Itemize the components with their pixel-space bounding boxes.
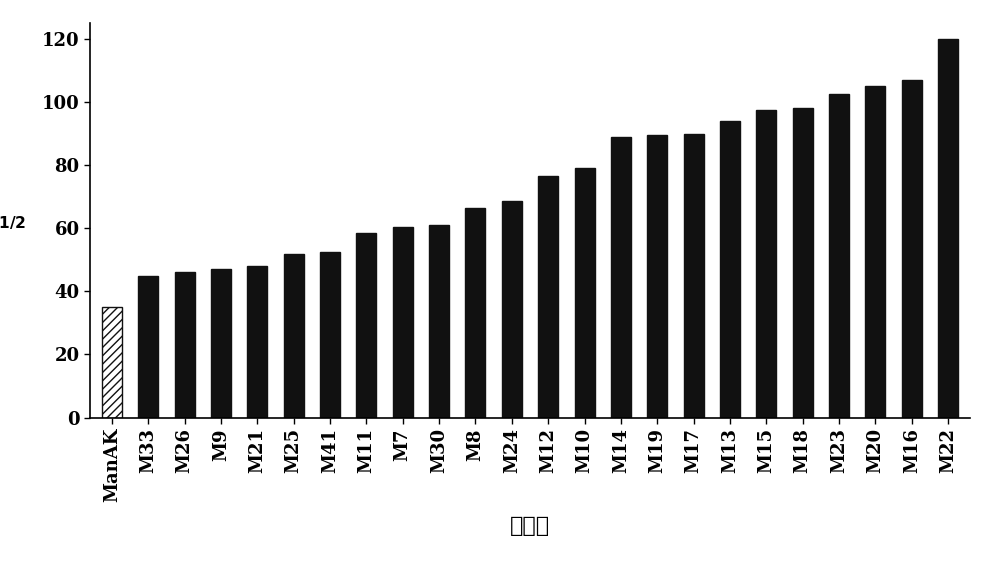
Bar — [356, 233, 376, 418]
Bar — [865, 86, 885, 418]
Bar — [938, 39, 958, 418]
Bar — [284, 253, 304, 418]
Bar — [538, 176, 558, 418]
Bar — [902, 80, 922, 418]
Bar — [611, 137, 631, 418]
Bar — [393, 227, 413, 418]
Bar — [793, 108, 813, 418]
Bar — [138, 276, 158, 418]
Bar — [320, 252, 340, 418]
Bar — [647, 135, 667, 418]
Bar — [829, 94, 849, 418]
Bar — [175, 273, 195, 418]
Bar — [247, 266, 267, 418]
Bar — [502, 201, 522, 418]
Bar — [211, 269, 231, 418]
Bar — [102, 307, 122, 418]
Bar — [684, 133, 704, 418]
X-axis label: 突变体: 突变体 — [510, 516, 550, 537]
Bar — [720, 121, 740, 418]
Bar — [575, 168, 595, 418]
Bar — [429, 225, 449, 418]
Bar — [756, 110, 776, 418]
Bar — [465, 208, 485, 418]
Y-axis label: $\mathbf{t_{1/2}}$: $\mathbf{t_{1/2}}$ — [0, 209, 26, 232]
